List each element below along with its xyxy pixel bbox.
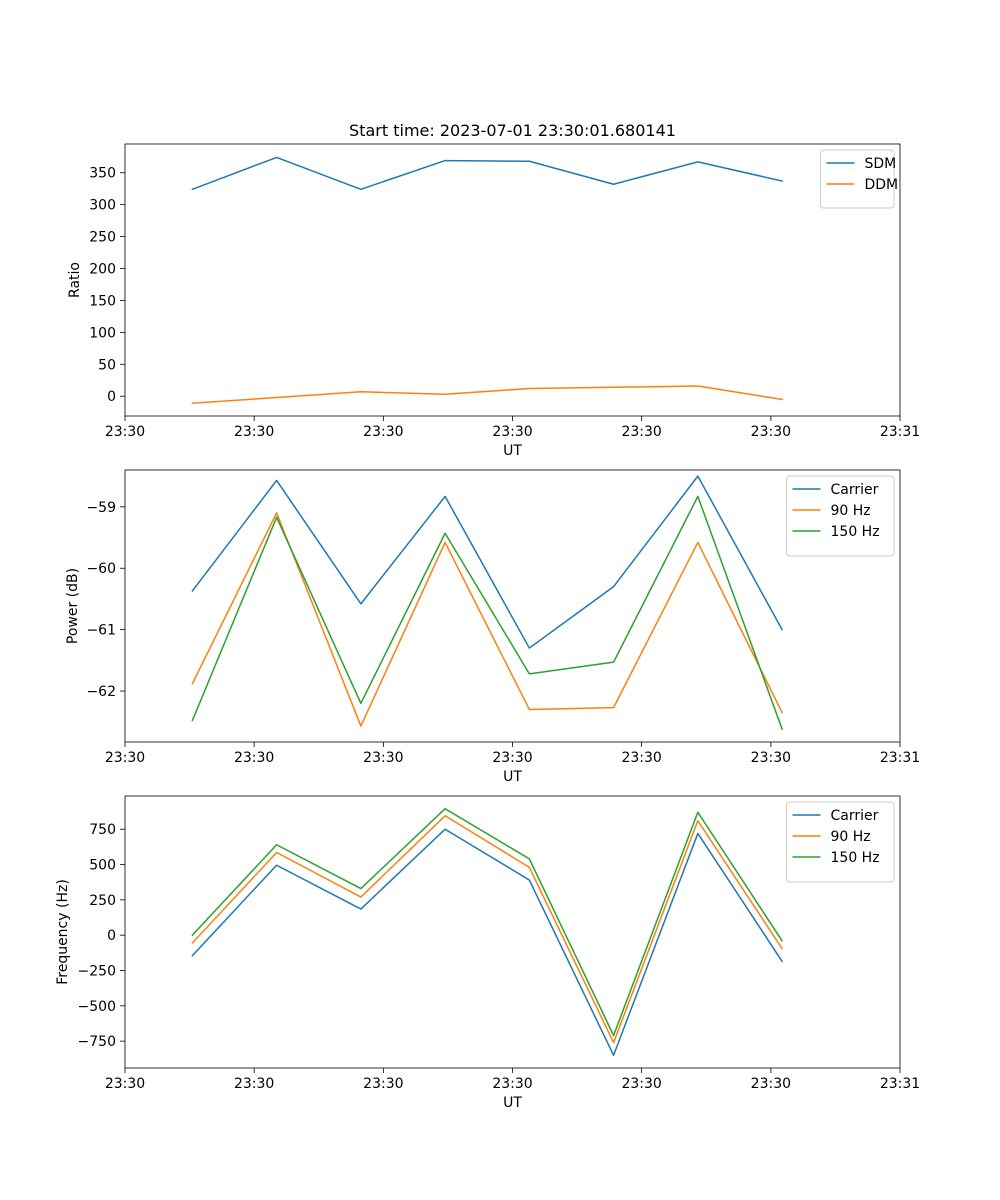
x-tick-label: 23:30 xyxy=(751,1076,791,1092)
chart-title: Start time: 2023-07-01 23:30:01.680141 xyxy=(349,121,676,140)
y-tick-label: −61 xyxy=(86,623,116,639)
y-tick-label: 0 xyxy=(107,928,116,944)
y-tick-label: −250 xyxy=(78,964,116,980)
y-tick-label: −750 xyxy=(78,1034,116,1050)
x-tick-label: 23:30 xyxy=(492,1076,532,1092)
x-tick-label: 23:30 xyxy=(234,750,274,766)
x-tick-label: 23:31 xyxy=(880,1076,920,1092)
series-line-90-hz xyxy=(191,815,784,1044)
y-tick-label: 350 xyxy=(89,166,116,182)
legend-label-carrier: Carrier xyxy=(831,808,879,824)
x-tick-label: 23:31 xyxy=(880,750,920,766)
plot-frame xyxy=(124,143,901,417)
legend-label-carrier: Carrier xyxy=(831,482,879,498)
legend-label-ddm: DDM xyxy=(865,177,899,193)
x-tick-label: 23:30 xyxy=(105,1076,145,1092)
x-tick-label: 23:30 xyxy=(621,1076,661,1092)
x-tick-label: 23:30 xyxy=(751,750,791,766)
x-tick-label: 23:31 xyxy=(880,424,920,440)
series-line-sdm xyxy=(191,156,783,191)
x-tick-label: 23:30 xyxy=(363,424,403,440)
plot-frame xyxy=(124,795,901,1069)
y-axis-label: Frequency (Hz) xyxy=(55,879,71,985)
y-axis-label: Ratio xyxy=(67,262,83,298)
series-line-150-hz xyxy=(191,495,784,731)
y-tick-label: 150 xyxy=(89,293,116,309)
legend-box xyxy=(820,149,895,209)
y-tick-label: −60 xyxy=(86,561,116,577)
y-tick-label: 750 xyxy=(89,822,116,838)
x-tick-label: 23:30 xyxy=(363,750,403,766)
x-axis-label: UT xyxy=(503,1095,522,1111)
y-tick-label: 0 xyxy=(107,389,116,405)
y-axis-label: Power (dB) xyxy=(65,568,81,644)
legend: Carrier 90 Hz 150 Hz xyxy=(786,801,895,883)
series-line-carrier xyxy=(191,475,784,649)
series-line-150-hz xyxy=(191,807,784,1037)
x-tick-label: 23:30 xyxy=(105,424,145,440)
x-tick-label: 23:30 xyxy=(492,424,532,440)
legend-label-90-hz: 90 Hz xyxy=(831,829,871,845)
x-tick-label: 23:30 xyxy=(621,424,661,440)
legend-label-sdm: SDM xyxy=(865,156,897,172)
x-tick-label: 23:30 xyxy=(363,1076,403,1092)
series-line-90-hz xyxy=(191,512,784,727)
legend-label-90-hz: 90 Hz xyxy=(831,503,871,519)
chart-panel-3: 23:30 23:30 23:30 23:30 23:30 23:30 23:31 −750 −… xyxy=(55,795,920,1111)
x-tick-label: 23:30 xyxy=(751,424,791,440)
chart-panel-2: 23:30 23:30 23:30 23:30 23:30 23:30 23:31 −62 −6… xyxy=(65,469,920,785)
x-axis-label: UT xyxy=(503,443,522,459)
y-tick-label: 300 xyxy=(89,198,116,214)
legend-label-150-hz: 150 Hz xyxy=(831,524,880,540)
legend: SDM DDM xyxy=(820,149,899,209)
y-tick-label: 500 xyxy=(89,858,116,874)
y-tick-label: 100 xyxy=(89,325,116,341)
series-line-carrier xyxy=(191,828,784,1057)
legend-box xyxy=(786,801,895,883)
x-tick-label: 23:30 xyxy=(492,750,532,766)
y-tick-label: 250 xyxy=(89,230,116,246)
x-axis-label: UT xyxy=(503,769,522,785)
x-tick-label: 23:30 xyxy=(234,424,274,440)
x-tick-label: 23:30 xyxy=(621,750,661,766)
plot-frame xyxy=(124,469,901,743)
y-tick-label: −62 xyxy=(86,684,116,700)
series-line-ddm xyxy=(191,385,783,405)
y-tick-label: −59 xyxy=(86,500,116,516)
y-tick-label: 50 xyxy=(98,357,116,373)
legend-box xyxy=(786,475,895,557)
chart-panel-1: Start time: 2023-07-01 23:30:01.680141 23… xyxy=(67,121,920,459)
y-tick-label: 200 xyxy=(89,262,116,278)
x-tick-label: 23:30 xyxy=(105,750,145,766)
y-tick-label: −500 xyxy=(78,999,116,1015)
legend-label-150-hz: 150 Hz xyxy=(831,850,880,866)
x-tick-label: 23:30 xyxy=(234,1076,274,1092)
legend: Carrier 90 Hz 150 Hz xyxy=(786,475,895,557)
y-tick-label: 250 xyxy=(89,893,116,909)
